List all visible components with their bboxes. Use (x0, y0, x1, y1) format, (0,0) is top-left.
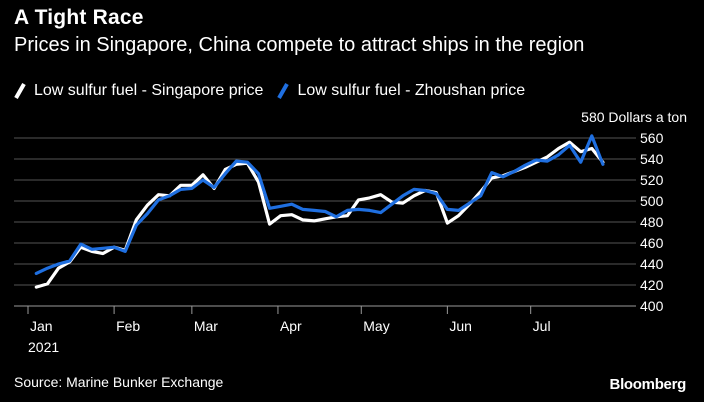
y-tick-label: 540 (640, 151, 664, 167)
x-tick-label: Mar (194, 318, 218, 334)
y-tick-label: 400 (640, 298, 664, 314)
x-tick-label: May (363, 318, 389, 334)
legend-label-zhoushan: Low sulfur fuel - Zhoushan price (297, 82, 526, 99)
y-tick-label: 520 (640, 172, 664, 188)
source-note: Source: Marine Bunker Exchange (14, 374, 224, 390)
y-tick-label: 440 (640, 256, 664, 272)
legend-swatch-singapore (14, 83, 26, 99)
x-tick-label: Jul (533, 318, 551, 334)
y-tick-label: 560 (640, 130, 664, 146)
legend-swatch-zhoushan (277, 83, 290, 99)
chart-title: A Tight Race (14, 6, 144, 29)
x-tick-label: Apr (280, 318, 302, 334)
y-tick-label: 460 (640, 235, 664, 251)
legend-item-singapore: Low sulfur fuel - Singapore price (14, 82, 263, 100)
bloomberg-logo: Bloomberg (609, 376, 687, 393)
series-lines (34, 134, 605, 289)
x-tick-label: Jun (449, 318, 472, 334)
y-tick-label: 480 (640, 214, 664, 230)
legend-label-singapore: Low sulfur fuel - Singapore price (34, 82, 264, 99)
legend: Low sulfur fuel - Singapore price Low su… (14, 79, 525, 103)
y-tick-label: 580 Dollars a ton (581, 109, 687, 125)
series-line-zhoushan (34, 134, 605, 275)
chart-subtitle: Prices in Singapore, China compete to at… (14, 34, 585, 56)
x-tick-label: Feb (116, 318, 140, 334)
gridlines (14, 137, 636, 307)
x-tick-label: Jan (30, 318, 53, 334)
legend-item-zhoushan: Low sulfur fuel - Zhoushan price (277, 82, 525, 100)
x-axis-ticks: Jan Feb Mar Apr May Jun Jul 2021 (27, 306, 551, 355)
series-line-singapore (34, 140, 605, 289)
y-axis-ticks: 400 420 440 460 480 500 520 540 560 580 Dollars a… (581, 109, 687, 314)
y-tick-label: 500 (640, 193, 664, 209)
x-year-label: 2021 (28, 339, 59, 355)
y-tick-label: 420 (640, 277, 664, 293)
